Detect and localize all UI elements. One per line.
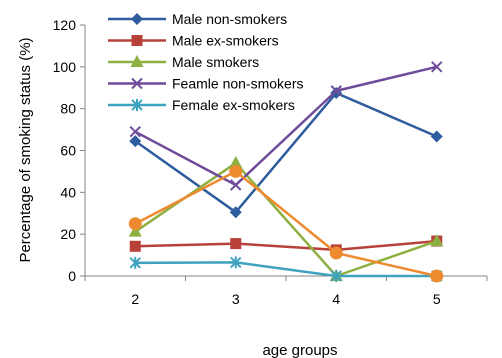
legend-marker — [130, 55, 144, 67]
data-point — [128, 217, 142, 231]
data-point — [229, 164, 243, 178]
x-axis-title: age groups — [262, 342, 337, 358]
data-point — [230, 256, 242, 269]
data-point — [329, 246, 343, 260]
legend-label: Male ex-smokers — [172, 33, 279, 49]
legend-label: Male smokers — [172, 54, 259, 70]
legend-marker — [131, 99, 143, 111]
y-tick-label: 80 — [60, 101, 76, 117]
legend-item: Male non-smokers — [108, 11, 287, 27]
series-line — [134, 170, 438, 278]
x-tick-label: 5 — [433, 291, 441, 307]
data-point — [430, 269, 444, 283]
legend-label: Female ex-smokers — [172, 97, 295, 113]
x-tick-label: 3 — [232, 291, 240, 307]
legend-marker — [131, 13, 143, 25]
data-point — [129, 125, 141, 138]
data-point — [229, 206, 242, 219]
series-1 — [129, 86, 443, 219]
series-line — [134, 65, 438, 187]
series-4 — [129, 61, 443, 191]
data-point — [230, 179, 242, 191]
data-point — [129, 135, 142, 148]
legend-item: Male smokers — [108, 54, 259, 70]
y-tick-label: 60 — [60, 143, 76, 159]
data-point — [129, 240, 141, 252]
series-6 — [128, 164, 444, 283]
data-point — [230, 238, 242, 250]
series-line — [134, 91, 438, 214]
legend-label: Male non-smokers — [172, 11, 287, 27]
data-point — [129, 256, 141, 269]
legend-item: Female ex-smokers — [108, 97, 295, 113]
data-point — [330, 270, 342, 282]
legend: Male non-smokers Male ex-smokers Male smok… — [108, 11, 304, 113]
x-tick-label: 2 — [131, 291, 139, 307]
y-tick-label: 0 — [68, 268, 76, 284]
y-tick-label: 40 — [60, 184, 76, 200]
y-axis-title: Percentage of smoking status (%) — [17, 37, 34, 262]
data-point — [430, 130, 443, 143]
legend-item: Male ex-smokers — [108, 33, 279, 49]
data-point — [431, 61, 443, 73]
series-line — [135, 239, 437, 252]
legend-label: Feamle non-smokers — [172, 76, 304, 92]
series-line — [135, 261, 437, 278]
x-tick-label: 4 — [332, 291, 340, 307]
series-layer — [128, 61, 444, 283]
y-tick-label: 120 — [53, 17, 77, 33]
data-point — [128, 224, 142, 237]
legend-marker — [131, 35, 143, 46]
y-tick-label: 100 — [53, 59, 77, 75]
data-point — [430, 234, 444, 247]
axes: 0 20 40 60 80 100 120 2 3 4 5 — [53, 17, 488, 307]
legend-item: Feamle non-smokers — [108, 76, 304, 92]
data-point — [330, 85, 342, 97]
y-tick-label: 20 — [60, 226, 76, 242]
legend-marker — [131, 77, 143, 90]
data-point — [229, 156, 243, 169]
series-line — [134, 161, 438, 278]
series-2 — [129, 235, 443, 256]
